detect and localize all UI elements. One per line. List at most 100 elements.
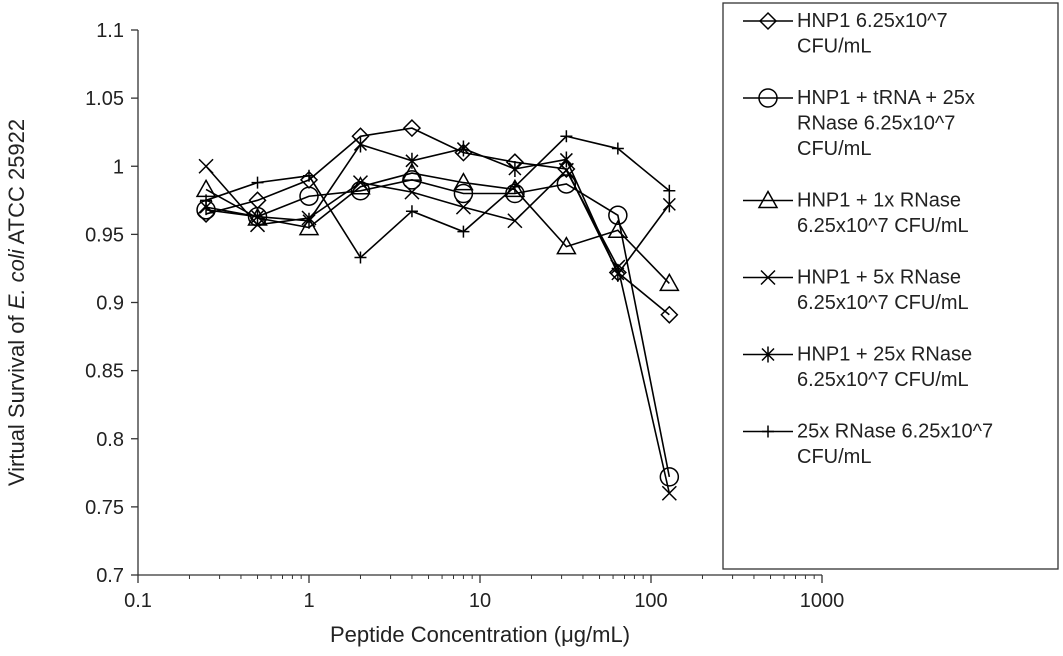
y-axis-title-part: Virtual Survival of [4, 309, 29, 486]
data-point-x [352, 175, 369, 191]
legend-label: HNP1 + tRNA + 25x [797, 87, 975, 109]
series-layer [195, 119, 680, 501]
x-tick-label: 1000 [800, 590, 845, 612]
y-tick-label: 0.9 [96, 293, 124, 315]
x-axis-title: Peptide Concentration (μg/mL) [330, 622, 630, 647]
y-tick-label: 1.1 [96, 20, 124, 42]
legend-label: HNP1 + 1x RNase [797, 190, 961, 212]
data-point-plus [251, 176, 264, 189]
data-point-star [611, 265, 625, 282]
legend-item: HNP1 + tRNA + 25x RNase 6.25x10^7 CFU/mL [743, 87, 975, 160]
legend-marker-x [760, 269, 776, 286]
data-point-diamond [402, 119, 422, 138]
data-point-circle [608, 205, 628, 226]
series-3 [195, 162, 680, 292]
legend: HNP1 6.25x10^7 CFU/mL HNP1 + tRNA + 25x RNa… [722, 2, 1059, 570]
data-point-plus [303, 169, 315, 182]
legend-marker-circle [758, 88, 778, 108]
y-tick-label: 1 [113, 156, 124, 178]
axes: 0.7 0.75 0.8 0.85 0.9 0.95 1 1.05 1.1 0.1 1 10 100 10… [85, 20, 844, 612]
series-line [205, 179, 671, 478]
y-tick-label: 1.05 [85, 88, 124, 110]
data-point-circle [453, 183, 474, 204]
data-point-x [198, 158, 214, 174]
legend-label: HNP1 + 5x RNase [797, 267, 961, 289]
series-line [205, 143, 670, 276]
legend-label: 6.25x10^7 CFU/mL [797, 215, 969, 237]
legend-marker-plus [762, 425, 774, 438]
data-point-triangle [401, 162, 423, 181]
legend-label: CFU/mL [797, 446, 871, 468]
legend-item: HNP1 + 25x RNase 6.25x10^7 CFU/mL [743, 344, 972, 391]
data-point-x [558, 162, 574, 178]
data-point-star [353, 136, 368, 153]
legend-item: HNP1 6.25x10^7 CFU/mL [743, 10, 948, 58]
data-point-plus [611, 142, 624, 155]
y-axis-title-italic: E. coli [4, 248, 29, 309]
data-point-triangle [607, 219, 629, 239]
data-point-plus [200, 194, 213, 207]
data-point-triangle [195, 178, 217, 198]
legend-marker-star [761, 346, 775, 363]
data-point-star [508, 160, 522, 177]
data-point-triangle [659, 272, 680, 292]
legend-marker-triangle [757, 189, 779, 209]
series-4 [198, 158, 677, 501]
data-point-star [662, 196, 676, 213]
x-tick-label: 100 [634, 590, 667, 612]
data-point-triangle [556, 236, 577, 255]
data-point-circle [659, 467, 680, 487]
data-point-x [404, 184, 420, 200]
data-point-star [250, 208, 265, 225]
data-point-triangle [298, 217, 320, 236]
series-line [205, 165, 671, 494]
data-point-plus [663, 184, 676, 197]
series-5 [199, 136, 676, 282]
y-tick-label: 0.8 [96, 429, 124, 451]
y-tick-label: 0.7 [96, 565, 124, 587]
data-point-plus [508, 180, 521, 193]
series-line [205, 172, 670, 284]
data-point-x [455, 199, 471, 215]
data-point-circle [299, 186, 319, 206]
x-tick-label: 0.1 [124, 590, 152, 612]
data-point-diamond [557, 159, 576, 179]
legend-label: CFU/mL [797, 36, 871, 58]
series-6 [200, 130, 676, 264]
data-point-star [456, 140, 470, 157]
legend-label: 6.25x10^7 CFU/mL [797, 369, 969, 391]
y-tick-label: 0.95 [85, 224, 124, 246]
y-axis-title-part: ATCC 25922 [4, 119, 29, 249]
data-point-x [507, 213, 523, 229]
data-point-triangle [504, 178, 526, 198]
data-point-plus [405, 205, 418, 218]
data-point-triangle [453, 172, 474, 191]
data-point-star [559, 151, 573, 168]
legend-label: RNase 6.25x10^7 [797, 113, 955, 135]
data-point-x [249, 217, 266, 233]
legend-item: HNP1 + 5x RNase 6.25x10^7 CFU/mL [743, 267, 969, 314]
data-point-diamond [660, 305, 679, 324]
series-line [205, 135, 670, 259]
data-point-plus [560, 130, 573, 143]
data-point-plus [457, 225, 470, 238]
legend-item: HNP1 + 1x RNase 6.25x10^7 CFU/mL [743, 189, 969, 237]
data-point-circle [556, 174, 577, 194]
x-tick-label: 1 [303, 590, 314, 612]
data-point-star [405, 152, 419, 169]
data-point-star [302, 212, 316, 229]
series-line [205, 127, 670, 316]
legend-label: CFU/mL [797, 138, 871, 160]
legend-marker-diamond [758, 11, 778, 31]
y-axis-title: Virtual Survival of E. coli ATCC 25922 [4, 119, 29, 486]
y-tick-label: 0.75 [85, 497, 124, 519]
y-tick-label: 0.85 [85, 361, 124, 383]
legend-label: 25x RNase 6.25x10^7 [797, 421, 993, 443]
legend-label: HNP1 6.25x10^7 [797, 10, 948, 32]
data-point-x [661, 485, 677, 501]
x-tick-label: 10 [469, 590, 491, 612]
data-point-plus [354, 251, 367, 264]
legend-label: 6.25x10^7 CFU/mL [797, 292, 969, 314]
